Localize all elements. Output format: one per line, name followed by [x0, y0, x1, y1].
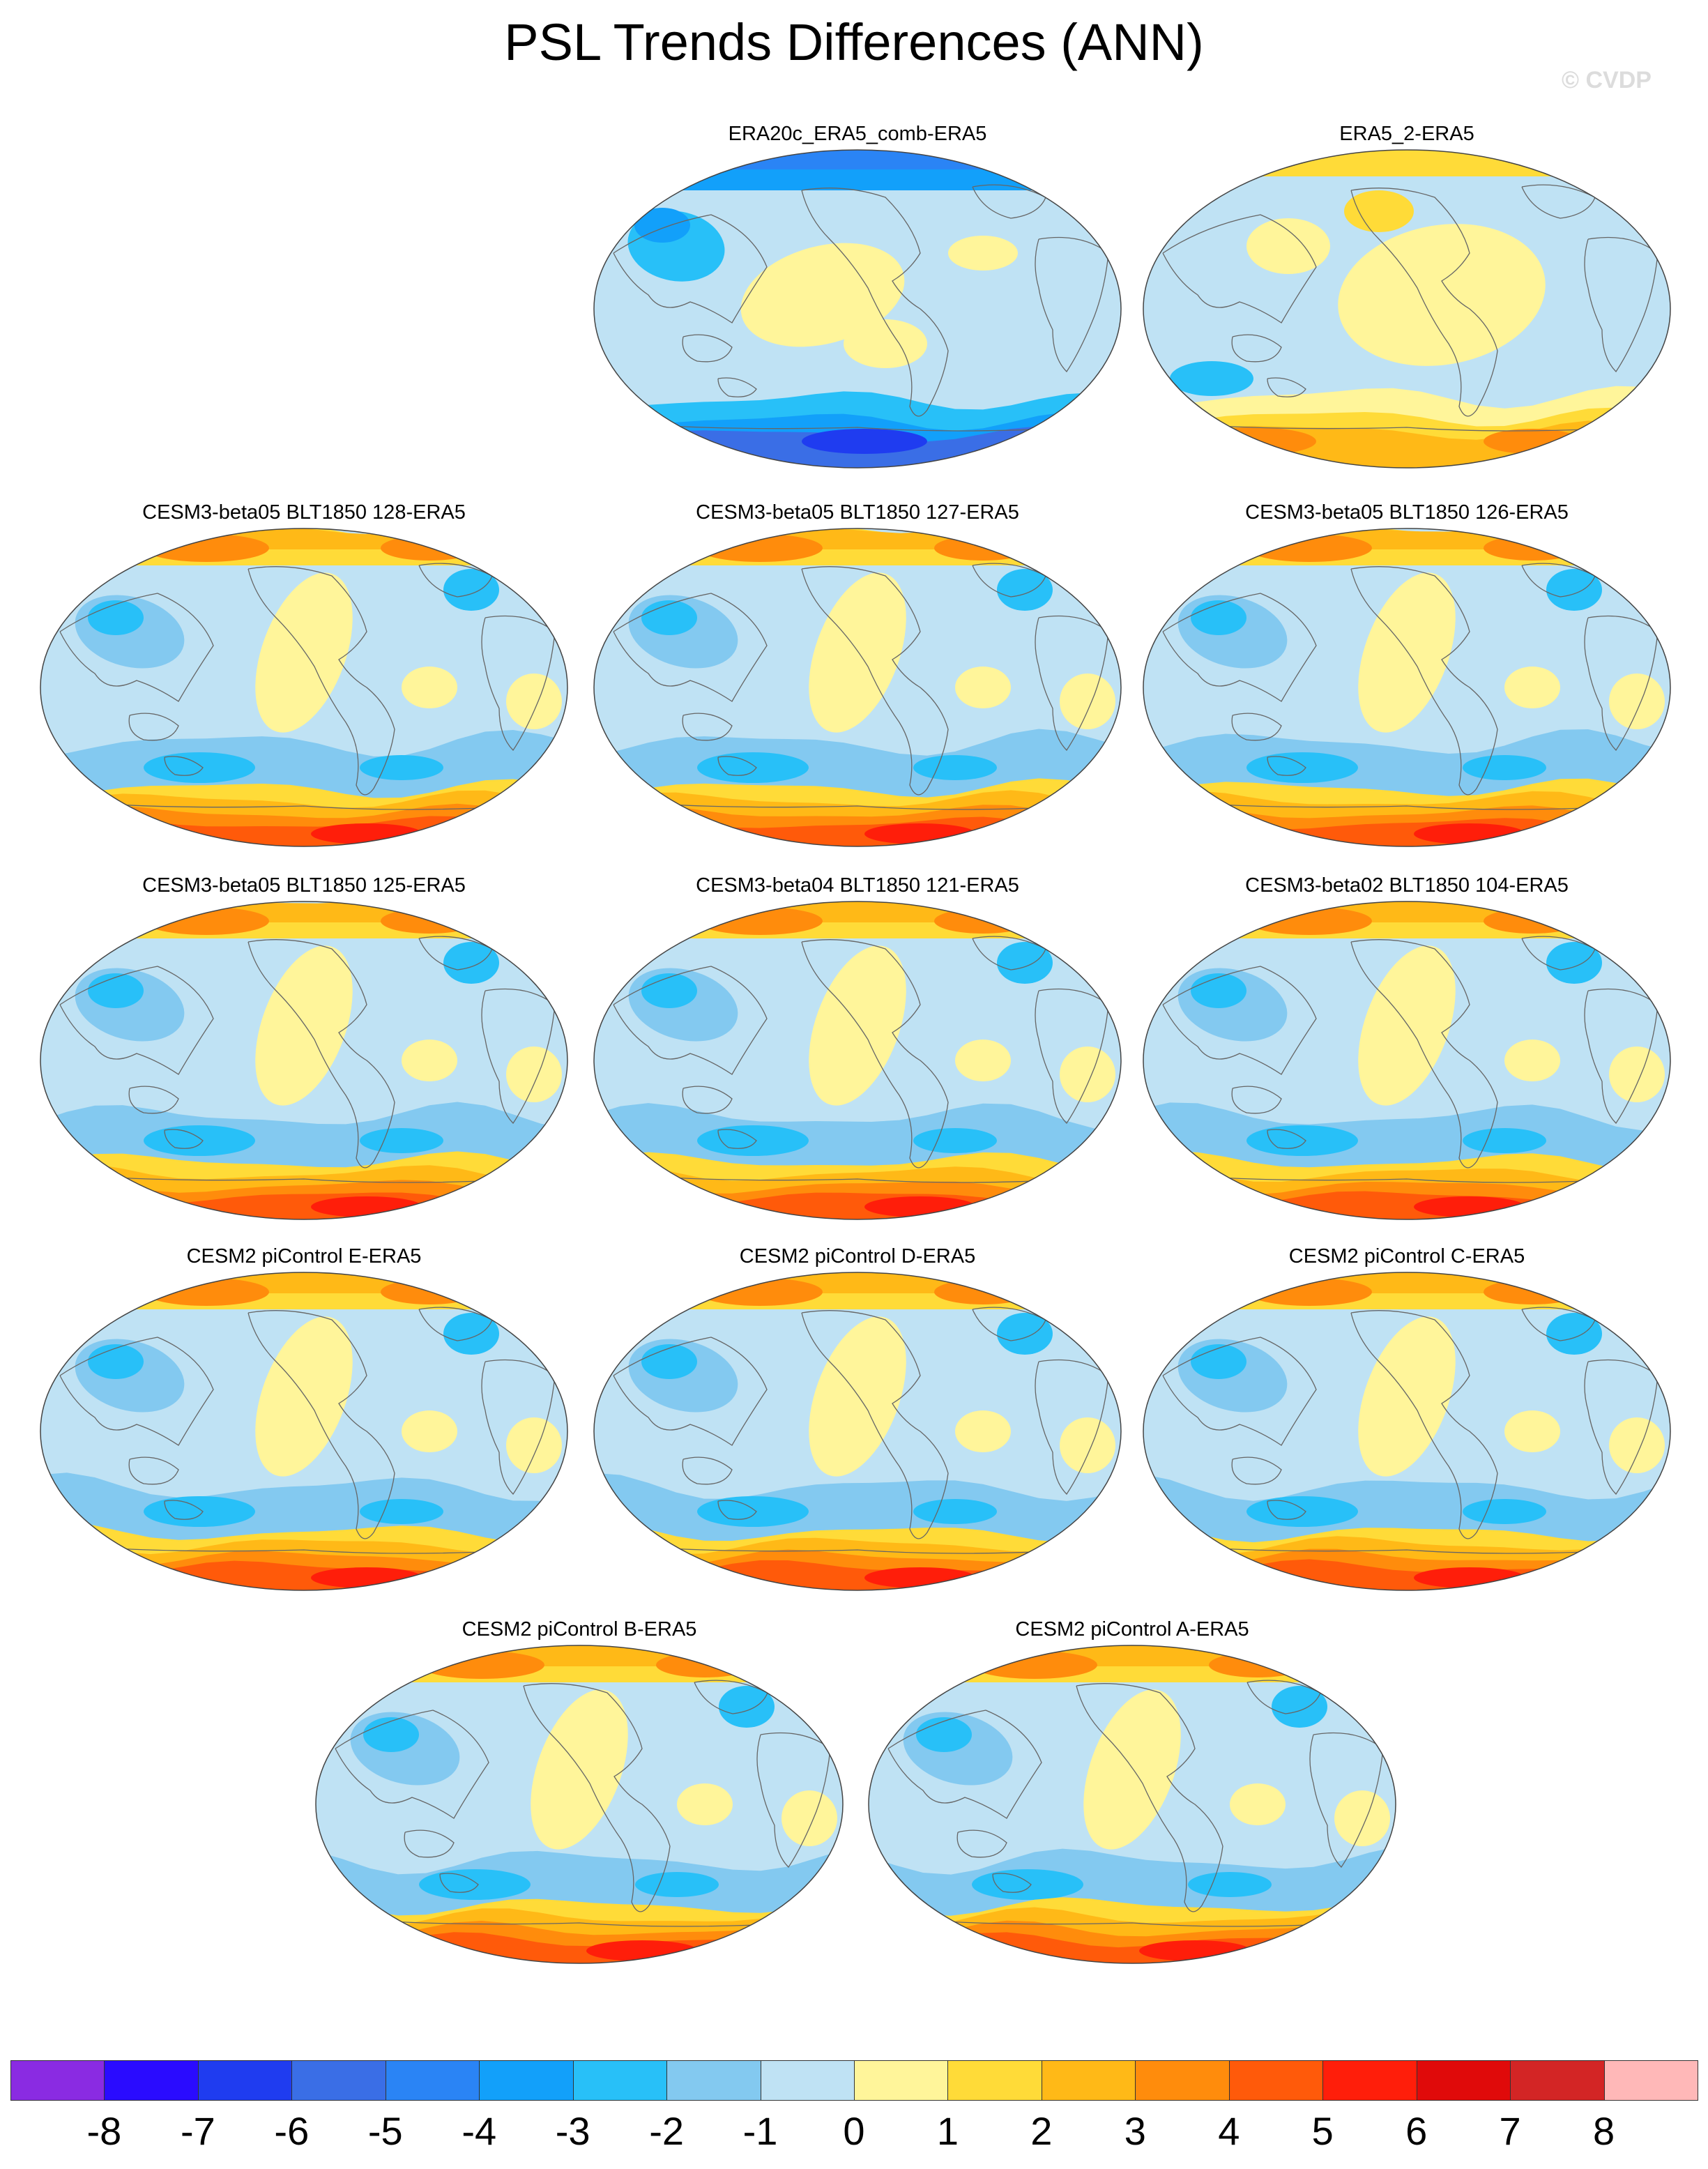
panel-title: CESM2 piControl D-ERA5 [739, 1245, 976, 1268]
colorbar-label: 5 [1311, 2109, 1334, 2153]
colorbar-label: -1 [742, 2109, 778, 2153]
colorbar-swatch [104, 2060, 199, 2101]
panel-title: CESM3-beta05 BLT1850 126-ERA5 [1245, 501, 1569, 524]
colorbar-label: 3 [1124, 2109, 1146, 2153]
colorbar-label: 0 [843, 2109, 865, 2153]
colorbar-swatch [291, 2060, 386, 2101]
colorbar-label: -6 [274, 2109, 310, 2153]
map-panel: CESM2 piControl A-ERA5 [862, 1618, 1403, 1966]
colorbar-swatch [854, 2060, 949, 2101]
panel-title: CESM3-beta04 BLT1850 121-ERA5 [696, 874, 1019, 897]
world-map [593, 1272, 1122, 1591]
world-map [593, 528, 1122, 847]
colorbar-label: 7 [1499, 2109, 1521, 2153]
map-panel: CESM3-beta05 BLT1850 125-ERA5 [33, 874, 574, 1222]
colorbar-swatch [385, 2060, 480, 2101]
panel-title: CESM3-beta05 BLT1850 127-ERA5 [696, 501, 1019, 524]
panel-title: ERA20c_ERA5_comb-ERA5 [728, 123, 987, 145]
world-map [40, 528, 568, 847]
colorbar-label: -3 [555, 2109, 590, 2153]
map-panel: CESM3-beta02 BLT1850 104-ERA5 [1136, 874, 1677, 1222]
world-map [1143, 1272, 1671, 1591]
colorbar-swatch [1322, 2060, 1417, 2101]
world-map [1143, 149, 1671, 469]
watermark: © CVDP [1562, 67, 1652, 93]
panel-title: CESM3-beta05 BLT1850 125-ERA5 [142, 874, 466, 897]
colorbar-swatch [1135, 2060, 1230, 2101]
colorbar-swatch [10, 2060, 105, 2101]
map-panel: CESM2 piControl B-ERA5 [309, 1618, 850, 1966]
map-panel: ERA20c_ERA5_comb-ERA5 [587, 122, 1128, 471]
panel-title: CESM2 piControl E-ERA5 [186, 1245, 422, 1268]
colorbar-label: 8 [1592, 2109, 1615, 2153]
colorbar-label: 1 [936, 2109, 959, 2153]
colorbar-swatch [666, 2060, 761, 2101]
panel-title: CESM2 piControl A-ERA5 [1015, 1618, 1249, 1641]
colorbar-label: -7 [180, 2109, 215, 2153]
world-map [40, 901, 568, 1220]
world-map [1143, 528, 1671, 847]
map-panel: CESM2 piControl D-ERA5 [587, 1245, 1128, 1593]
colorbar-swatch [572, 2060, 668, 2101]
colorbar-swatch [1510, 2060, 1605, 2101]
panel-title: ERA5_2-ERA5 [1339, 123, 1474, 145]
colorbar-label: 6 [1405, 2109, 1428, 2153]
colorbar-swatch [947, 2060, 1042, 2101]
colorbar-label: -2 [649, 2109, 684, 2153]
map-panel: CESM3-beta05 BLT1850 128-ERA5 [33, 501, 574, 849]
panel-title: CESM2 piControl C-ERA5 [1288, 1245, 1525, 1268]
map-panel: CESM3-beta05 BLT1850 127-ERA5 [587, 501, 1128, 849]
map-panel: CESM2 piControl C-ERA5 [1136, 1245, 1677, 1593]
colorbar-swatch [1228, 2060, 1324, 2101]
panel-title: CESM3-beta05 BLT1850 128-ERA5 [142, 501, 466, 524]
colorbar-swatch [1603, 2060, 1698, 2101]
colorbar [10, 2060, 1698, 2101]
colorbar-label: 4 [1218, 2109, 1240, 2153]
panel-title: CESM3-beta02 BLT1850 104-ERA5 [1245, 874, 1569, 897]
colorbar-label: -8 [86, 2109, 122, 2153]
colorbar-swatch [1416, 2060, 1511, 2101]
map-panel: CESM3-beta04 BLT1850 121-ERA5 [587, 874, 1128, 1222]
colorbar-swatch [479, 2060, 574, 2101]
colorbar-label: 2 [1030, 2109, 1053, 2153]
colorbar-label: -5 [367, 2109, 403, 2153]
colorbar-label: -4 [462, 2109, 497, 2153]
panel-title: CESM2 piControl B-ERA5 [462, 1618, 697, 1641]
world-map [1143, 901, 1671, 1220]
map-panel: CESM2 piControl E-ERA5 [33, 1245, 574, 1593]
world-map [40, 1272, 568, 1591]
world-map [593, 901, 1122, 1220]
figure-title: PSL Trends Differences (ANN) [504, 13, 1204, 71]
colorbar-swatch [760, 2060, 855, 2101]
world-map [593, 149, 1122, 469]
colorbar-swatch [197, 2060, 293, 2101]
map-panel: ERA5_2-ERA5 [1136, 122, 1677, 471]
map-panel: CESM3-beta05 BLT1850 126-ERA5 [1136, 501, 1677, 849]
world-map [868, 1645, 1396, 1964]
colorbar-swatch [1041, 2060, 1136, 2101]
world-map [315, 1645, 844, 1964]
